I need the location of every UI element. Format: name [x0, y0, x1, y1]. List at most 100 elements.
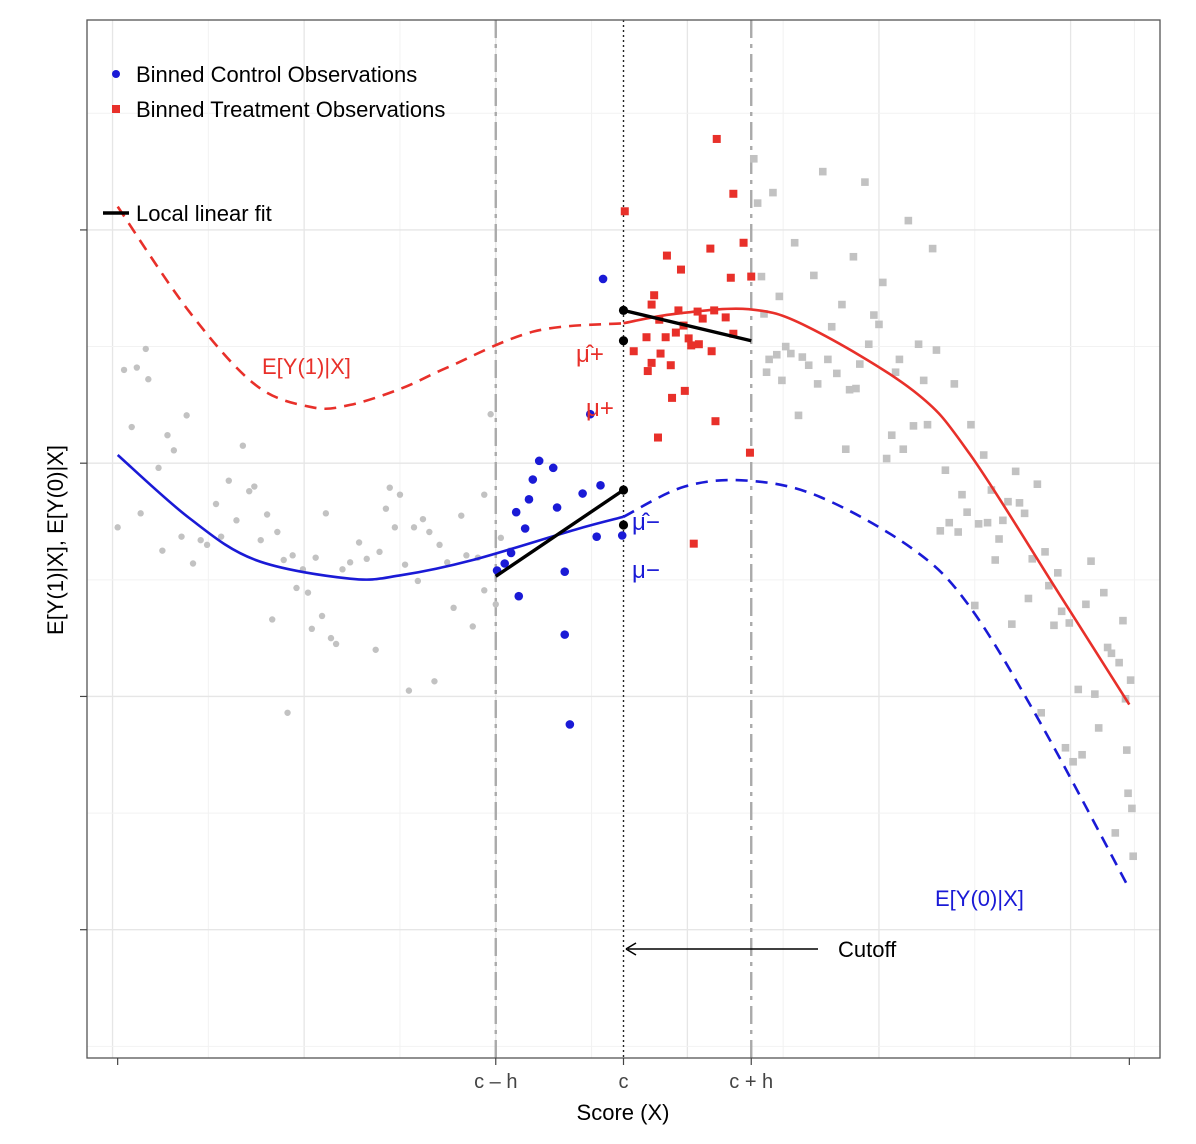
gray-treatment-point	[749, 154, 758, 163]
gray-control-point	[376, 548, 383, 556]
gray-control-point	[410, 524, 418, 531]
control-binned-point	[514, 591, 524, 601]
gray-control-point	[481, 491, 488, 498]
gray-treatment-point	[1107, 649, 1116, 658]
treatment-binned-point	[687, 341, 696, 350]
treatment-binned-point	[711, 417, 720, 426]
legend-label: Binned Control Observations	[136, 62, 417, 87]
treatment-binned-point	[694, 340, 703, 349]
cutoff-arrowhead	[625, 942, 637, 956]
gray-control-point	[487, 411, 494, 418]
control-binned-point	[511, 507, 521, 517]
gray-treatment-point	[1024, 594, 1033, 603]
treatment-binned-point	[676, 265, 685, 274]
control-binned-point	[560, 567, 570, 576]
gray-control-point	[170, 447, 178, 454]
treatment-binned-point	[647, 300, 656, 309]
gray-control-point	[159, 547, 166, 554]
gray-treatment-point	[870, 311, 878, 319]
gray-control-point	[280, 556, 287, 564]
gray-treatment-point	[963, 508, 971, 516]
y1-curve-label: E[Y(1)|X]	[262, 354, 351, 379]
gray-treatment-point	[995, 535, 1003, 543]
control-binned-point	[578, 489, 587, 498]
gray-control-point	[178, 533, 185, 540]
gray-control-point	[142, 345, 149, 353]
gray-control-point	[155, 464, 162, 472]
gray-treatment-point	[818, 167, 827, 176]
gray-treatment-point	[833, 369, 841, 378]
mu-plus-hat-label: μ̂+	[576, 341, 604, 368]
gray-treatment-point	[1087, 557, 1095, 565]
gray-treatment-point	[1045, 581, 1053, 590]
local-linear-fits	[494, 305, 752, 578]
treatment-binned-point	[656, 349, 665, 358]
gray-treatment-point	[845, 385, 854, 394]
gray-treatment-point	[928, 244, 937, 253]
gray-control-point	[382, 505, 390, 512]
gray-control-point	[289, 552, 296, 559]
gray-control-point	[189, 560, 197, 567]
gray-treatment-point	[954, 528, 962, 536]
x-ticks: c – h c c + h	[117, 1058, 1130, 1093]
x-tick-label: c + h	[729, 1071, 773, 1093]
gray-treatment-point	[760, 310, 768, 318]
treatment-binned-point	[745, 448, 754, 457]
gray-control-point	[269, 616, 276, 623]
treatment-binned-point	[684, 334, 693, 343]
treatment-binned-point	[706, 244, 715, 253]
legend-label: Binned Treatment Observations	[136, 97, 445, 122]
gray-treatment-point	[887, 431, 896, 439]
gray-treatment-point	[762, 368, 771, 377]
gray-control-point	[274, 528, 281, 536]
gray-control-point	[137, 510, 144, 517]
gray-control-point	[463, 552, 470, 559]
treatment-binned-point	[726, 273, 735, 282]
gray-control-point	[355, 539, 363, 546]
gray-control-point	[401, 561, 409, 568]
gray-treatment-point	[1004, 497, 1012, 506]
gray-control-point	[458, 512, 465, 519]
gray-treatment-point	[919, 376, 928, 385]
gray-treatment-point	[904, 216, 913, 225]
gray-control-point	[436, 541, 443, 549]
gray-control-point	[164, 432, 171, 439]
gray-treatment-point	[864, 340, 873, 349]
gray-control-point	[318, 612, 326, 620]
gray-treatment-point	[787, 349, 795, 358]
gray-control-point	[308, 625, 316, 633]
control-binned-point	[560, 630, 570, 639]
gray-control-point	[212, 500, 220, 508]
gray-treatment-point	[1069, 757, 1077, 766]
mu-plus-hat-point	[618, 305, 629, 316]
gray-treatment-point	[1082, 600, 1090, 609]
gray-treatment-point	[950, 380, 959, 388]
gray-control-point	[233, 517, 240, 524]
gray-treatment-point	[765, 355, 773, 364]
treatment-binned-point	[739, 238, 748, 247]
gray-control-point	[431, 678, 438, 685]
gray-treatment-point	[1103, 643, 1112, 652]
control-binned-point	[617, 531, 627, 540]
legend-control-marker	[112, 70, 120, 78]
gray-treatment-point	[757, 272, 766, 281]
treatment-binned-point	[721, 313, 730, 322]
gray-treatment-point	[979, 451, 988, 459]
gray-treatment-point	[983, 518, 992, 527]
gray-treatment-point	[1061, 743, 1070, 752]
gray-control-point	[251, 483, 258, 490]
treatment-binned-point	[710, 306, 719, 315]
gray-control-point	[492, 601, 499, 608]
gray-control-point	[327, 634, 335, 642]
gray-treatment-point	[1091, 690, 1099, 698]
treatment-binned-point	[671, 328, 680, 337]
mu-plus-point	[618, 336, 629, 346]
y1-curve-dashed	[116, 205, 624, 411]
cutoff-label: Cutoff	[838, 937, 897, 962]
control-binned-point	[534, 456, 544, 466]
treatment-binned-point	[674, 306, 683, 315]
gray-treatment-point	[936, 527, 945, 535]
treatment-binned-point	[729, 329, 738, 338]
gray-treatment-point	[753, 199, 762, 207]
mu-minus-hat-point	[618, 485, 629, 495]
